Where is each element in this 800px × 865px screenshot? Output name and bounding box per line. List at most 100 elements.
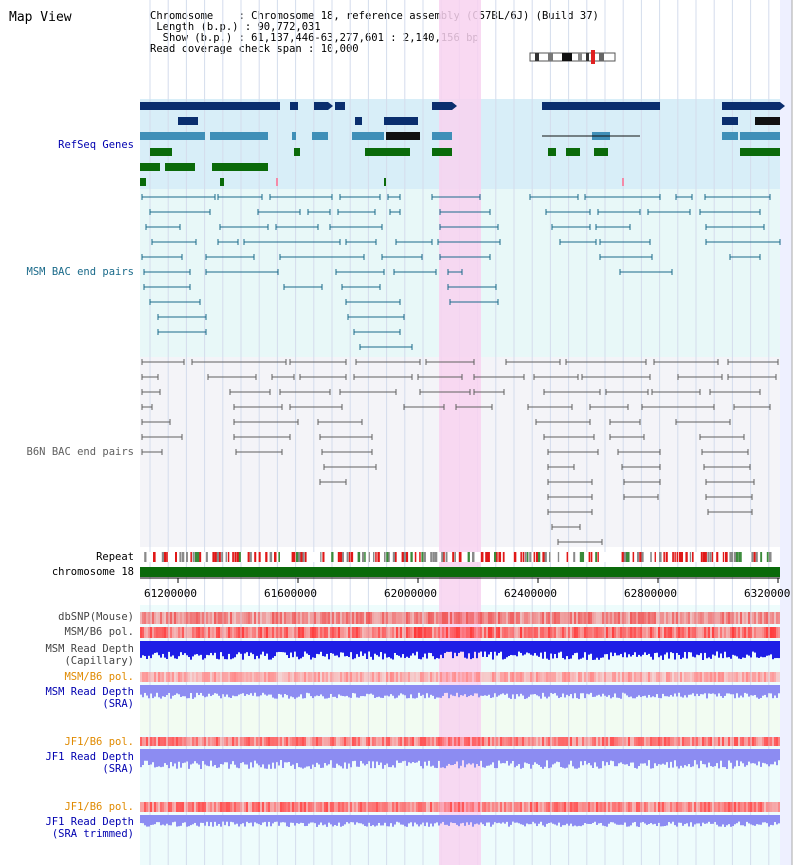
dbsnp-cell (262, 612, 264, 624)
jf1-pol-2-cell (350, 802, 352, 812)
dbsnp-cell (250, 612, 252, 624)
jf1-pol-cell (666, 737, 668, 746)
msm-pol-sra-cell (634, 672, 636, 682)
chromosome-ideogram[interactable] (529, 50, 616, 64)
msm-pol-sra-cell (412, 672, 414, 682)
msm-pol-sra-cell (204, 672, 206, 682)
msm-depth-cap-bar (358, 641, 360, 657)
jf1-depth-sra-bar (628, 749, 630, 767)
jf1-depth-sra-bar (406, 749, 408, 766)
jf1-pol-cell (256, 737, 258, 746)
jf1-pol-cell (658, 737, 660, 746)
jf1-pol-2-cell (398, 802, 400, 812)
msm-depth-cap-bar (150, 641, 152, 659)
dbsnp-cell (590, 612, 592, 624)
jf1-depth-sra-bar (270, 749, 272, 769)
jf1-depth-trim-bar (230, 815, 232, 822)
jf1-pol-2-cell (418, 802, 420, 812)
jf1-pol-2-cell (568, 802, 570, 812)
jf1-pol-cell (660, 737, 662, 746)
jf1-depth-trim-bar (726, 815, 728, 826)
msm-pol-cell (338, 627, 340, 638)
jf1-b6-pol-label: JF1/B6 pol. (64, 736, 134, 748)
dbsnp-cell (426, 612, 428, 624)
jf1-depth-sra-bar (680, 749, 682, 766)
jf1-depth-trim-bar (654, 815, 656, 824)
msm-pol-sra-cell (522, 672, 524, 682)
repeat-element (621, 552, 625, 562)
jf1-pol-cell (502, 737, 504, 746)
msm-pol-sra-cell (440, 672, 442, 682)
jf1-depth-trim-bar (568, 815, 570, 826)
jf1-depth-trim-bar (504, 815, 506, 824)
msm-pol-cell (326, 627, 328, 638)
msm-pol-sra-cell (144, 672, 146, 682)
msm-depth-sra-bar (594, 685, 596, 697)
repeat-element (322, 552, 325, 562)
msm-pol-sra-cell (728, 672, 730, 682)
msm-depth-cap-bar (274, 641, 276, 657)
dbsnp-cell (500, 612, 502, 624)
msm-pol-sra-cell (626, 672, 628, 682)
repeat-track[interactable] (140, 552, 780, 562)
dbsnp-cell (578, 612, 580, 624)
msm-pol-sra-cell (468, 672, 470, 682)
jf1-depth-trim-bar (620, 815, 622, 825)
repeat-element (293, 552, 296, 562)
jf1-depth-sra-bar (400, 749, 402, 763)
repeat-element (527, 552, 529, 562)
jf1-pol-cell (410, 737, 412, 746)
dbsnp-cell (232, 612, 234, 624)
jf1-depth-trim-bar (540, 815, 542, 822)
msm-pol-sra-cell (336, 672, 338, 682)
msm-depth-cap-bar (598, 641, 600, 660)
jf1-pol-cell (756, 737, 758, 746)
gene-exon (210, 132, 268, 140)
jf1-depth-trim-bar (360, 815, 362, 824)
b6n-bac-track[interactable] (141, 359, 779, 545)
refseq-gene-track[interactable] (140, 102, 785, 186)
dbsnp-cell (344, 612, 346, 624)
jf1-pol-cell (184, 737, 186, 746)
msm-depth-sra-bar (248, 685, 250, 695)
jf1-depth-sra-bar (480, 749, 482, 761)
jf1-depth-trim-bar (500, 815, 502, 824)
msm-bac-track[interactable] (141, 194, 781, 350)
dbsnp-cell (552, 612, 554, 624)
msm-depth-cap-bar (472, 641, 474, 659)
jf1-pol-cell (360, 737, 362, 746)
msm-pol-cell (440, 627, 442, 638)
jf1-depth-trim-bar (674, 815, 676, 826)
jf1-depth-sra-bar (608, 749, 610, 765)
jf1-depth-sra-bar (516, 749, 518, 766)
msm-pol-cell (208, 627, 210, 638)
jf1-depth-trim-bar (606, 815, 608, 827)
jf1-pol-cell (538, 737, 540, 746)
jf1-depth-trim-bar (564, 815, 566, 826)
msm-pol-sra-cell (198, 672, 200, 682)
msm-depth-sra-bar (740, 685, 742, 696)
msm-pol-sra-cell (382, 672, 384, 682)
dbsnp-cell (660, 612, 662, 624)
dbsnp-cell (386, 612, 388, 624)
jf1-pol-cell (370, 737, 372, 746)
msm-pol-sra-cell (208, 672, 210, 682)
repeat-element (663, 552, 665, 562)
msm-depth-sra-bar (752, 685, 754, 696)
jf1-pol-2-cell (560, 802, 562, 812)
msm-depth-sra-bar (500, 685, 502, 695)
msm-pol-sra-cell (472, 672, 474, 682)
jf1-depth-sra-bar (312, 749, 314, 765)
msm-depth-cap-bar (292, 641, 294, 658)
msm-pol-sra-cell (470, 672, 472, 682)
jf1-depth-trim-bar (170, 815, 172, 826)
jf1-depth-sra-bar (590, 749, 592, 766)
msm-depth-sra-bar (720, 685, 722, 697)
jf1-pol-2-cell (208, 802, 210, 812)
jf1-pol-2-cell (660, 802, 662, 812)
jf1-pol-cell (354, 737, 356, 746)
msm-depth-cap-bar (456, 641, 458, 657)
jf1-pol-2-cell (348, 802, 350, 812)
msm-depth-sra-bar (572, 685, 574, 699)
